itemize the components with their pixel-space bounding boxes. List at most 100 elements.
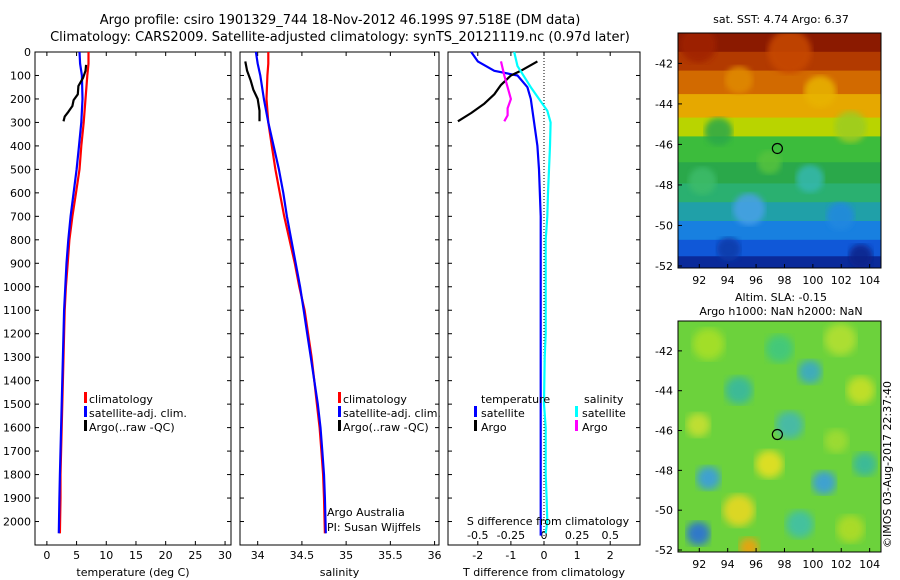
sla-blob (765, 334, 794, 363)
map-y-tick-label: -52 (655, 544, 673, 557)
map-x-tick-label: 92 (692, 274, 706, 287)
y-tick-label: 900 (10, 257, 31, 270)
salinity-panel: 34 34.5 35 35.5 36 salinity (239, 51, 442, 579)
sla-map: 92 94 96 98 100 102 104 -42 -44 -46 -48 -50 -52 (655, 320, 882, 571)
y-tick-label: 1200 (3, 328, 31, 341)
x-tick-label: 10 (99, 549, 113, 562)
sst-blob (804, 75, 837, 108)
legend-swatch (474, 406, 477, 417)
imos-timestamp: ©IMOS 03-Aug-2017 22:37:40 (881, 381, 894, 548)
sst-blob (688, 167, 717, 196)
sla-blob (785, 510, 814, 539)
x-top-tick-label: 0.5 (601, 529, 619, 542)
sst-band (678, 256, 881, 268)
figure-title-line2: Climatology: CARS2009. Satellite-adjuste… (50, 30, 630, 45)
series-line-satellite (470, 51, 542, 536)
y-tick-label: 1000 (3, 281, 31, 294)
sst-band (678, 162, 881, 186)
x-tick-label: 1 (574, 549, 581, 562)
y-tick-label: 800 (10, 234, 31, 247)
sla-blob (755, 450, 784, 479)
x-tick-label: 20 (159, 549, 173, 562)
map-field (678, 33, 881, 268)
x-axis-label: temperature (deg C) (76, 566, 189, 579)
p2-legend-argo: Argo(..raw -QC) (343, 421, 429, 434)
series-line-satellite-adj-clim- (57, 51, 84, 534)
figure-title-line1: Argo profile: csiro 1901329_744 18-Nov-2… (99, 13, 581, 28)
map-x-tick-label: 92 (692, 558, 706, 571)
y-tick-label: 400 (10, 140, 31, 153)
y-tick-label: 600 (10, 187, 31, 200)
sst-blob (795, 164, 824, 193)
map-y-tick-label: -44 (655, 98, 673, 111)
p2-legend-climatology: climatology (343, 393, 407, 406)
p3-legend-salinity-head: salinity (584, 393, 624, 406)
y-tick-label: 500 (10, 163, 31, 176)
x-tick-label: 15 (129, 549, 143, 562)
x-top-tick-label: -0.5 (467, 529, 488, 542)
y-tick-label: 700 (10, 210, 31, 223)
p2-note-pi: PI: Susan Wijffels (327, 521, 421, 534)
y-tick-label: 0 (24, 46, 31, 59)
sla-blob (836, 514, 865, 543)
sla-blob (722, 494, 755, 527)
series-line-argo (457, 60, 538, 123)
map-y-tick-label: -42 (655, 57, 673, 70)
x-tick-label: 34 (251, 549, 265, 562)
sla-blob (775, 410, 804, 439)
y-tick-label: 1100 (3, 304, 31, 317)
map-field (678, 321, 881, 552)
series-line-argo-raw-qc- (244, 61, 261, 122)
p1-legend-satellite: satellite-adj. clim. (89, 407, 187, 420)
y-tick-label: 1300 (3, 351, 31, 364)
map-x-tick-label: 100 (802, 558, 823, 571)
argo-position-marker (771, 428, 783, 441)
sla-blob (692, 328, 725, 361)
sla-blob (797, 359, 822, 384)
map-x-tick-label: 96 (749, 274, 763, 287)
p3-legend-temperature-head: temperature (481, 393, 550, 406)
legend-swatch (575, 420, 578, 431)
x-tick-label: -2 (472, 549, 483, 562)
sst-blob (716, 237, 741, 262)
legend-swatch (338, 392, 341, 403)
sst-blob (680, 33, 717, 63)
sla-blob (846, 376, 875, 405)
legend-swatch (84, 392, 87, 403)
map-y-tick-label: -46 (655, 138, 673, 151)
sst-map: 92 94 96 98 100 102 104 -42 -44 -46 -48 -50 -52 (655, 32, 882, 287)
sst-blob (704, 117, 733, 146)
p3-legend-s-satellite: satellite (582, 407, 626, 420)
y-tick-label: 2000 (3, 516, 31, 529)
x-top-tick-label: 0.25 (565, 529, 590, 542)
plot-frame (239, 51, 440, 546)
y-tick-label: 200 (10, 93, 31, 106)
x-tick-label: -1 (505, 549, 516, 562)
x-tick-label: 25 (188, 549, 202, 562)
sla-blob (852, 452, 877, 477)
p2-note-institution: Argo Australia (327, 506, 405, 519)
sst-band (678, 221, 881, 242)
map-x-tick-label: 104 (859, 558, 880, 571)
legend-swatch (338, 420, 341, 431)
sst-band (678, 70, 881, 97)
sla-blob (686, 521, 711, 546)
x-tick-label: 35.5 (378, 549, 403, 562)
sla-blob (724, 376, 753, 405)
x-tick-label: 30 (218, 549, 232, 562)
sla-blob (696, 466, 721, 491)
x-axis-label: T difference from climatology (462, 566, 625, 579)
map-y-tick-label: -48 (655, 464, 673, 477)
x-top-tick-label: -0.25 (497, 529, 525, 542)
y-tick-label: 1600 (3, 422, 31, 435)
sst-blob (767, 33, 812, 74)
map-y-tick-label: -50 (655, 504, 673, 517)
p3-top-axis-label: S difference from climatology (467, 515, 630, 528)
legend-swatch (575, 406, 578, 417)
map-frame (677, 320, 882, 553)
map-x-tick-label: 98 (777, 274, 791, 287)
sla-map-title: Altim. SLA: -0.15 (734, 291, 828, 304)
sst-blob (848, 244, 873, 268)
temperature-panel: 0100200300400500600700800900100011001200… (3, 46, 232, 579)
